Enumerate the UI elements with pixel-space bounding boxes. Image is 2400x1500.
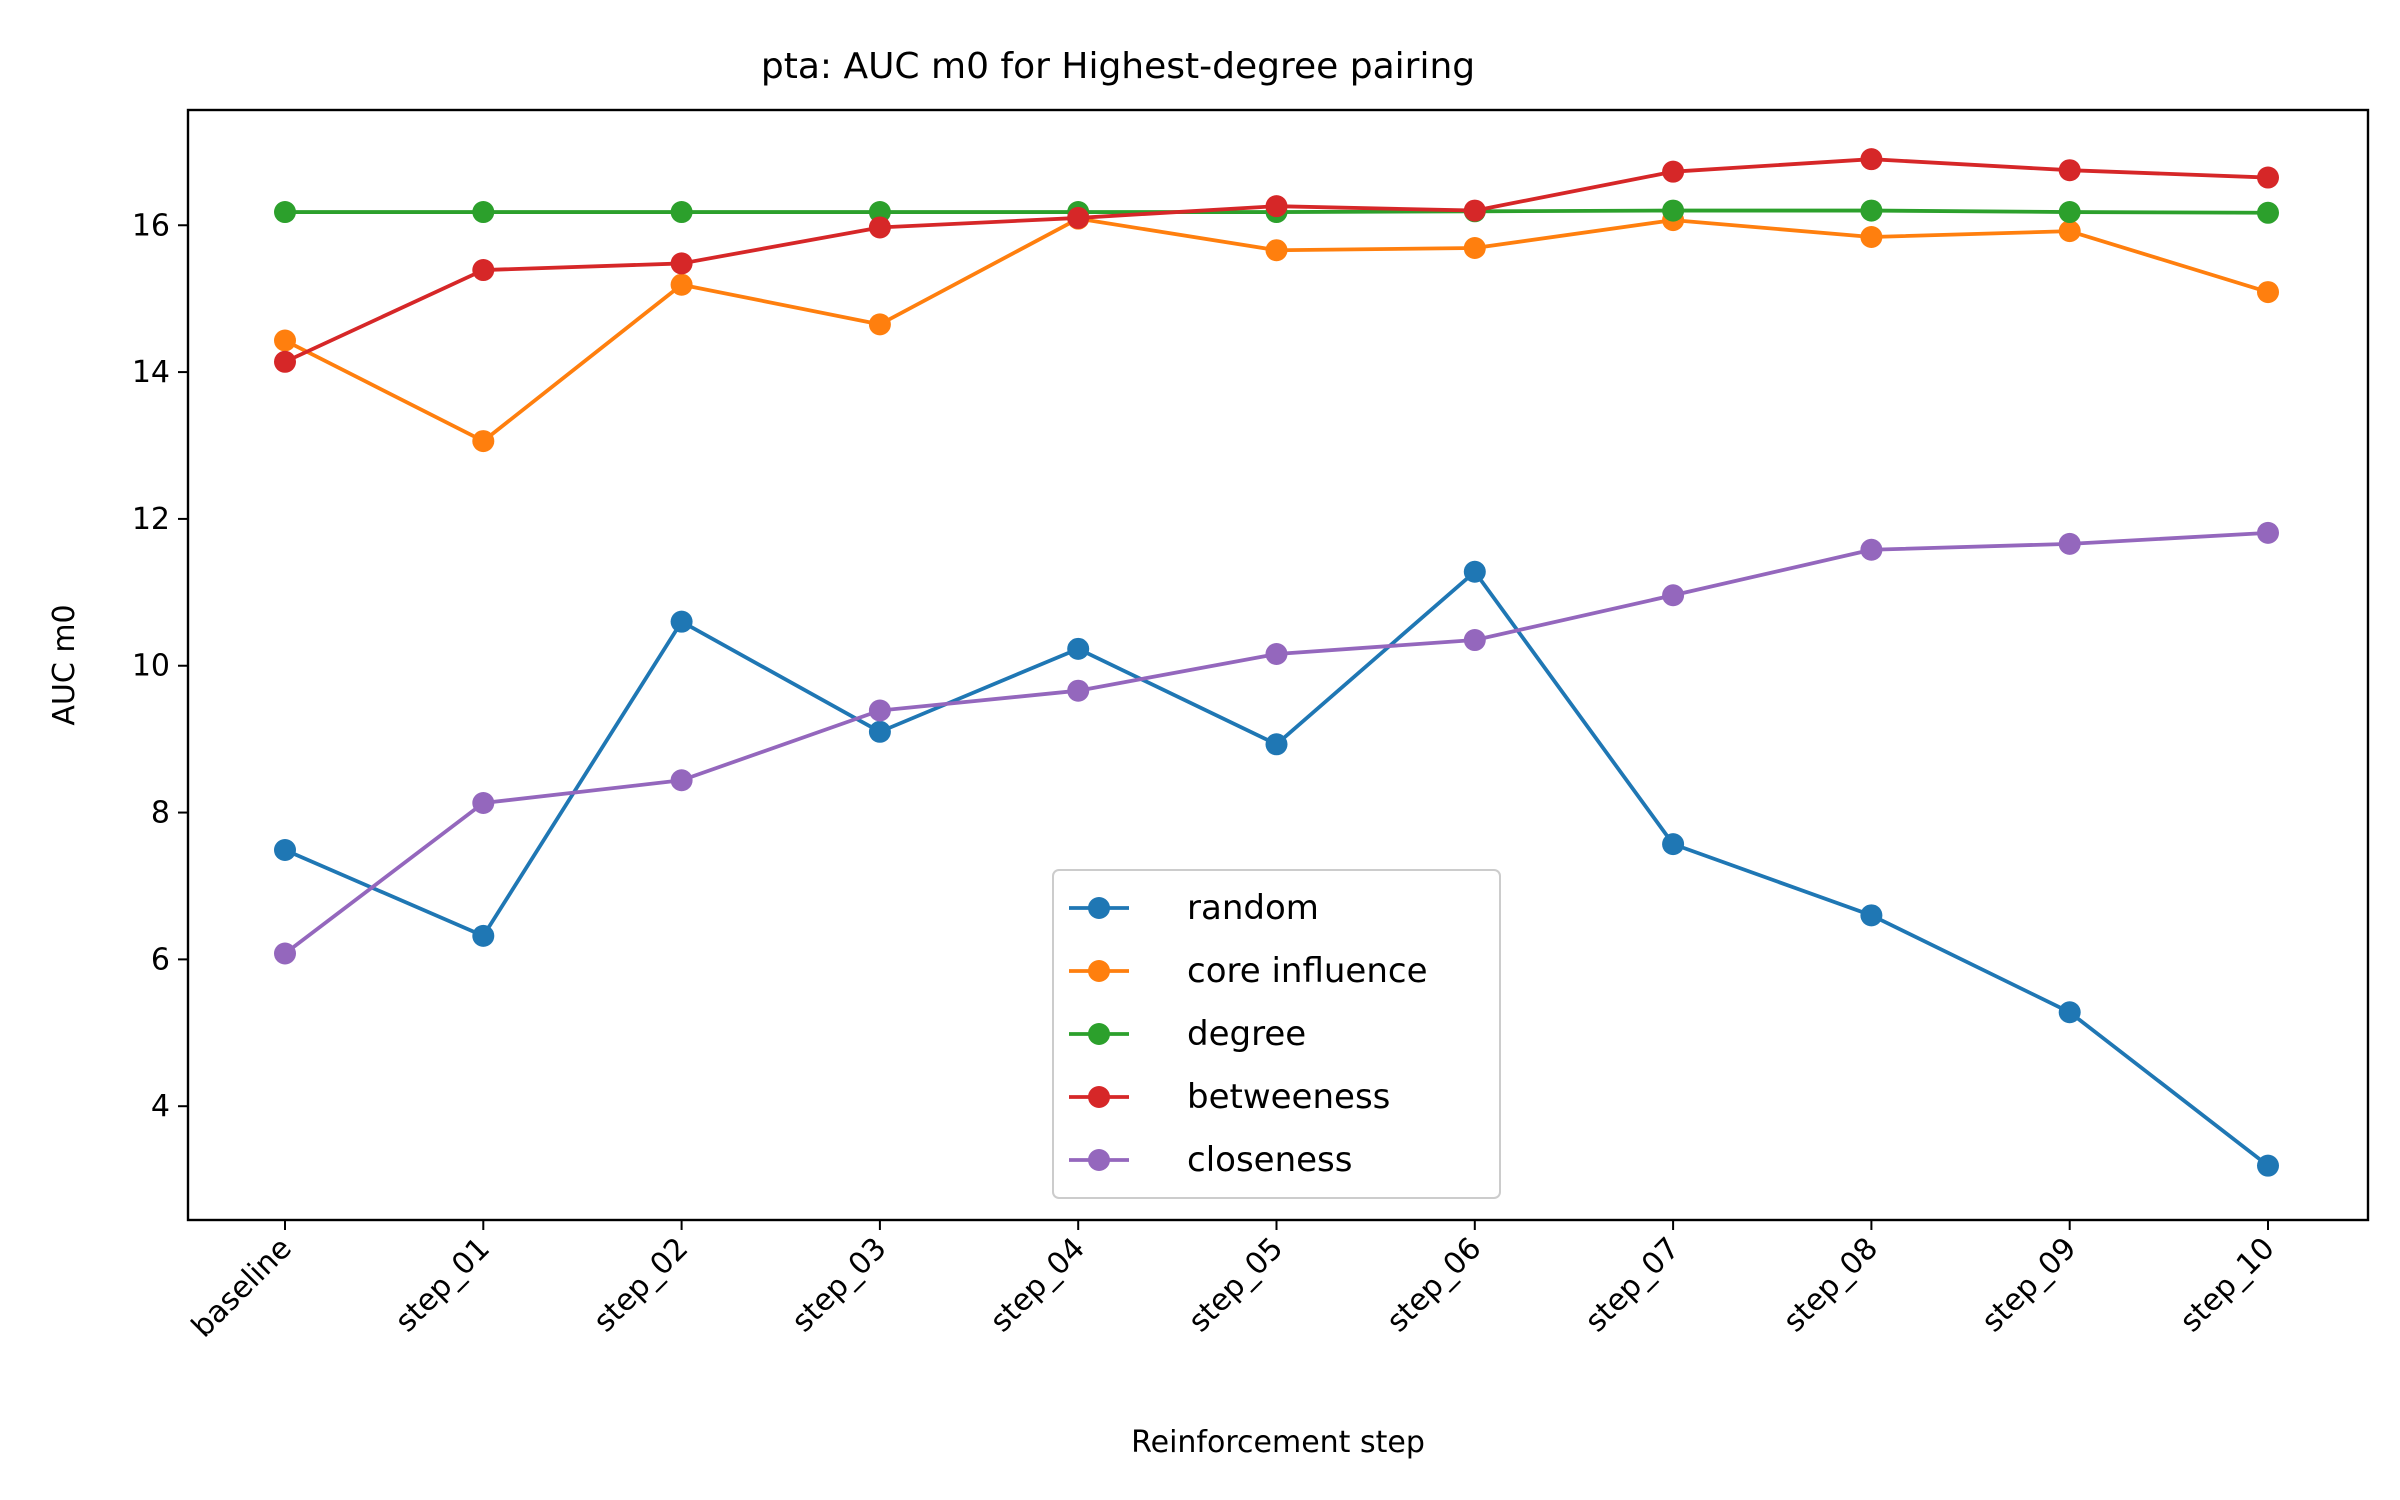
data-point bbox=[1265, 642, 1288, 665]
data-point bbox=[868, 699, 891, 722]
data-point bbox=[868, 313, 891, 336]
data-point bbox=[1860, 904, 1883, 927]
legend-marker bbox=[1088, 1149, 1110, 1171]
data-point bbox=[670, 201, 693, 224]
legend-label: betweeness bbox=[1187, 1077, 1390, 1117]
data-point bbox=[1860, 199, 1883, 222]
data-point bbox=[274, 201, 296, 224]
data-point bbox=[1860, 538, 1883, 561]
legend-label: random bbox=[1187, 888, 1319, 928]
data-point bbox=[670, 252, 693, 275]
y-tick-label: 6 bbox=[151, 942, 170, 977]
data-point bbox=[1463, 199, 1486, 222]
data-point bbox=[1662, 584, 1685, 607]
y-tick-label: 14 bbox=[132, 355, 170, 390]
data-point bbox=[472, 201, 495, 224]
data-point bbox=[1860, 148, 1883, 171]
plot-area bbox=[274, 148, 2279, 1177]
data-point bbox=[1463, 237, 1486, 260]
legend-item: closeness bbox=[1069, 1140, 1352, 1180]
data-point bbox=[274, 329, 296, 352]
data-point bbox=[1662, 833, 1685, 856]
legend-label: core influence bbox=[1187, 951, 1428, 991]
data-point bbox=[2257, 201, 2279, 224]
y-tick-label: 10 bbox=[132, 649, 170, 684]
data-point bbox=[1463, 560, 1486, 583]
data-point bbox=[2257, 281, 2279, 304]
legend-label: degree bbox=[1187, 1014, 1306, 1054]
data-point bbox=[670, 769, 693, 792]
data-point bbox=[1265, 239, 1288, 262]
chart-title: pta: AUC m0 for Highest-degree pairing bbox=[761, 46, 1475, 87]
x-axis-label: Reinforcement step bbox=[1131, 1425, 1425, 1460]
data-point bbox=[2257, 1154, 2279, 1177]
data-point bbox=[2257, 521, 2279, 544]
y-axis: 4 6 8 10 12 14 16 bbox=[132, 208, 188, 1124]
data-point bbox=[1662, 160, 1685, 183]
y-tick-label: 16 bbox=[132, 208, 170, 243]
legend-item: betweeness bbox=[1069, 1077, 1390, 1117]
data-point bbox=[274, 839, 296, 861]
y-tick-label: 12 bbox=[132, 502, 170, 537]
data-point bbox=[1265, 195, 1288, 218]
data-point bbox=[2058, 532, 2081, 555]
data-point bbox=[670, 273, 693, 296]
series-betweeness bbox=[274, 148, 2279, 373]
data-point bbox=[1860, 226, 1883, 249]
data-point bbox=[274, 350, 296, 373]
legend-marker bbox=[1088, 1086, 1110, 1108]
legend-marker bbox=[1088, 897, 1110, 919]
y-axis-label: AUC m0 bbox=[47, 604, 82, 725]
data-point bbox=[1067, 206, 1090, 229]
data-point bbox=[868, 216, 891, 239]
legend-item: random bbox=[1069, 888, 1319, 928]
data-point bbox=[1067, 679, 1090, 702]
legend-label: closeness bbox=[1187, 1140, 1352, 1180]
data-point bbox=[472, 259, 495, 282]
data-point bbox=[2058, 1001, 2081, 1024]
data-point bbox=[472, 430, 495, 453]
data-point bbox=[1463, 629, 1486, 652]
data-point bbox=[2058, 159, 2081, 182]
y-tick-label: 4 bbox=[151, 1089, 170, 1124]
legend-marker bbox=[1088, 960, 1110, 982]
data-point bbox=[2058, 201, 2081, 224]
data-point bbox=[2257, 166, 2279, 189]
data-point bbox=[472, 792, 495, 815]
series-random bbox=[274, 560, 2279, 1177]
data-point bbox=[1662, 199, 1685, 222]
series-closeness bbox=[274, 521, 2279, 965]
data-point bbox=[274, 942, 296, 965]
data-point bbox=[670, 610, 693, 633]
y-tick-label: 8 bbox=[151, 796, 170, 831]
legend-marker bbox=[1088, 1023, 1110, 1045]
legend-box bbox=[1052, 869, 1501, 1199]
data-point bbox=[1265, 733, 1288, 756]
data-point bbox=[868, 720, 891, 743]
legend: random core influence degree betweeness clos… bbox=[1052, 869, 1501, 1199]
legend-item: core influence bbox=[1069, 951, 1428, 991]
legend-item: degree bbox=[1069, 1014, 1306, 1054]
data-point bbox=[472, 924, 495, 947]
data-point bbox=[868, 201, 891, 224]
data-point bbox=[2058, 220, 2081, 243]
data-point bbox=[1067, 637, 1090, 660]
